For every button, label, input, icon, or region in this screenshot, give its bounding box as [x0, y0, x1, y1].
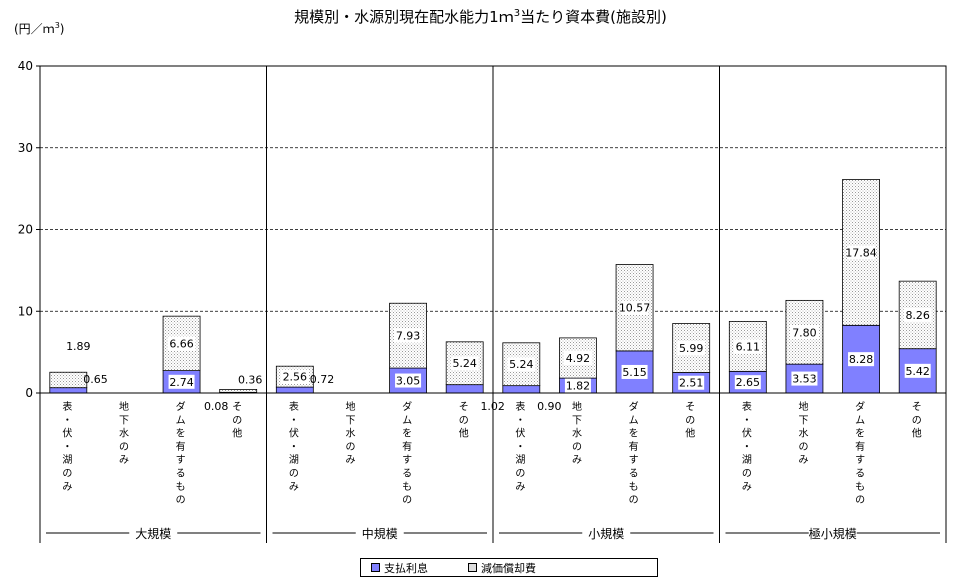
data-label-depreciation: 5.24 [509, 358, 534, 371]
data-label-bg [790, 325, 819, 340]
data-label-interest: 5.15 [622, 366, 647, 379]
bar-interest [445, 384, 484, 394]
y-tick-label: 30 [18, 141, 33, 155]
data-label-bg [848, 352, 875, 367]
category-label: ダムを有するもの [176, 400, 186, 506]
data-label-interest: 2.74 [169, 376, 194, 389]
data-label-depreciation: 7.93 [396, 330, 421, 343]
group-label: 大規模 [135, 526, 171, 541]
data-label-bg [394, 328, 423, 343]
data-label-interest: 1.82 [566, 380, 591, 393]
category-label: その他 [459, 401, 469, 440]
data-label-depreciation: 1.89 [66, 340, 91, 353]
data-label-bg [167, 336, 196, 351]
category-label: ダムを有するもの [855, 400, 865, 506]
data-label-bg [507, 357, 536, 372]
data-label-bg [677, 340, 706, 355]
data-label-depreciation: 10.57 [619, 302, 651, 315]
bar-interest [502, 385, 541, 394]
category-label: 地下水のみ [798, 400, 808, 466]
data-label-depreciation: 2.56 [283, 371, 308, 384]
category-label: その他 [685, 401, 695, 440]
bar-depreciation [49, 371, 88, 389]
category-label: 表・伏・湖のみ [62, 400, 72, 493]
category-label: ダムを有するもの [629, 400, 639, 506]
data-label-interest: 2.65 [736, 376, 761, 389]
y-tick-label: 40 [18, 59, 33, 73]
group-label-bg [582, 526, 631, 542]
data-label-interest: 8.28 [849, 353, 874, 366]
data-label-interest: 0.72 [310, 373, 335, 386]
group-label-bg [808, 526, 857, 542]
y-axis-unit: (円／ｍ3) [14, 21, 65, 36]
bar-depreciation [219, 389, 258, 393]
y-tick-label: 0 [25, 386, 33, 400]
bar-interest [275, 386, 314, 394]
category-label: 地下水のみ [119, 400, 129, 466]
data-label-bg [847, 245, 876, 260]
data-label-bg [280, 369, 309, 384]
category-label: 表・伏・湖のみ [742, 400, 752, 493]
group-label: 小規模 [588, 526, 624, 541]
legend-label-depreciation: 減価償却費 [481, 561, 536, 575]
data-label-depreciation: 6.66 [169, 337, 194, 350]
category-label: その他 [232, 401, 242, 440]
data-label-interest: 0.90 [537, 400, 562, 413]
legend-label-interest: 支払利息 [384, 561, 428, 575]
data-label-interest: 5.42 [905, 365, 930, 378]
legend-item-depreciation: 減価償却費 [468, 560, 536, 576]
data-label-bg [620, 300, 649, 315]
category-label: 表・伏・湖のみ [289, 400, 299, 493]
y-tick-label: 20 [18, 223, 33, 237]
data-label-bg [168, 374, 195, 389]
bar-interest [49, 387, 88, 394]
group-label: 極小規模 [809, 526, 857, 541]
data-label-bg [450, 356, 479, 371]
group-label-bg [129, 526, 178, 542]
data-label-depreciation: 8.26 [905, 309, 930, 322]
data-label-bg [791, 371, 818, 386]
legend-swatch-interest [371, 563, 380, 572]
data-label-interest: 0.65 [83, 373, 108, 386]
data-label-bg [904, 363, 931, 378]
data-label-depreciation: 5.24 [452, 357, 477, 370]
category-label: ダムを有するもの [402, 400, 412, 506]
chart-title: 規模別・水源別現在配水能力1ｍ3当たり資本費(施設別) [294, 8, 667, 26]
data-label-depreciation: 6.11 [736, 340, 761, 353]
data-label-bg [395, 373, 422, 388]
data-label-bg [621, 364, 648, 379]
data-label-interest: 2.51 [679, 377, 704, 390]
data-label-bg [734, 375, 761, 390]
data-label-bg [564, 378, 591, 393]
data-label-bg [678, 375, 705, 390]
group-label: 中規模 [362, 526, 398, 541]
data-label-bg [903, 307, 932, 322]
y-tick-label: 10 [18, 304, 33, 318]
category-label: その他 [912, 401, 922, 440]
data-label-depreciation: 5.99 [679, 342, 704, 355]
category-label: 地下水のみ [345, 400, 355, 466]
data-label-depreciation: 7.80 [792, 326, 817, 339]
data-label-depreciation: 17.84 [845, 246, 877, 259]
data-label-interest: 3.53 [792, 373, 817, 386]
data-label-depreciation: 4.92 [566, 352, 591, 365]
chart-legend: 支払利息 減価償却費 [360, 558, 658, 577]
legend-swatch-depreciation [468, 563, 477, 572]
legend-item-interest: 支払利息 [371, 560, 428, 576]
category-label: 地下水のみ [572, 400, 582, 466]
data-label-interest: 0.08 [204, 400, 229, 413]
category-label: 表・伏・湖のみ [515, 400, 525, 493]
data-label-bg [563, 351, 592, 366]
data-label-depreciation: 0.36 [238, 373, 263, 386]
data-label-interest: 3.05 [396, 375, 421, 388]
group-label-bg [355, 526, 404, 542]
data-label-bg [733, 339, 762, 354]
